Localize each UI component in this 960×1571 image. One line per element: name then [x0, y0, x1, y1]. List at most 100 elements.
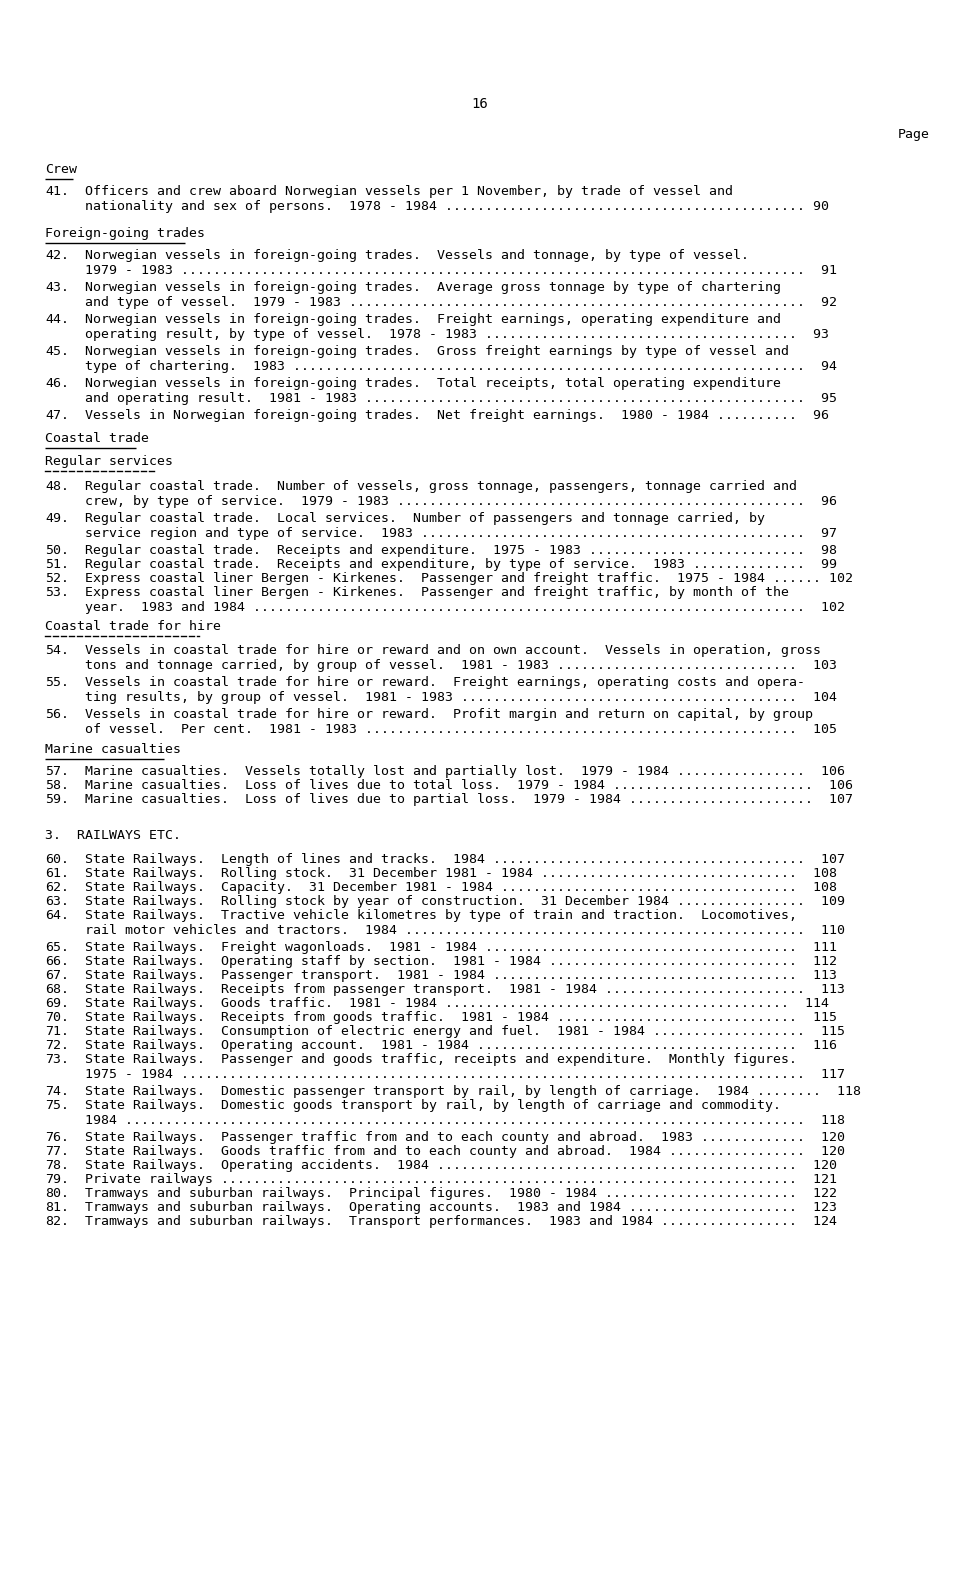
Text: State Railways.  Rolling stock by year of construction.  31 December 1984 ......: State Railways. Rolling stock by year of… [85, 895, 845, 908]
Text: 1979 - 1983 ....................................................................: 1979 - 1983 ............................… [85, 264, 837, 276]
Text: 62.: 62. [45, 881, 69, 894]
Text: State Railways.  Consumption of electric energy and fuel.  1981 - 1984 .........: State Railways. Consumption of electric … [85, 1024, 845, 1038]
Text: 65.: 65. [45, 941, 69, 954]
Text: 70.: 70. [45, 1012, 69, 1024]
Text: 50.: 50. [45, 544, 69, 558]
Text: Norwegian vessels in foreign-going trades.  Freight earnings, operating expendit: Norwegian vessels in foreign-going trade… [85, 313, 781, 327]
Text: State Railways.  Receipts from passenger transport.  1981 - 1984 ...............: State Railways. Receipts from passenger … [85, 983, 845, 996]
Text: State Railways.  Operating staff by section.  1981 - 1984 ......................: State Railways. Operating staff by secti… [85, 955, 837, 968]
Text: 69.: 69. [45, 998, 69, 1010]
Text: of vessel.  Per cent.  1981 - 1983 .............................................: of vessel. Per cent. 1981 - 1983 .......… [85, 723, 837, 735]
Text: year.  1983 and 1984 ...........................................................: year. 1983 and 1984 ....................… [85, 600, 845, 614]
Text: 43.: 43. [45, 281, 69, 294]
Text: 68.: 68. [45, 983, 69, 996]
Text: Foreign-going trades: Foreign-going trades [45, 226, 205, 240]
Text: Norwegian vessels in foreign-going trades.  Gross freight earnings by type of ve: Norwegian vessels in foreign-going trade… [85, 346, 789, 358]
Text: 60.: 60. [45, 853, 69, 866]
Text: 72.: 72. [45, 1038, 69, 1053]
Text: State Railways.  Length of lines and tracks.  1984 .............................: State Railways. Length of lines and trac… [85, 853, 845, 866]
Text: Marine casualties.  Vessels totally lost and partially lost.  1979 - 1984 ......: Marine casualties. Vessels totally lost … [85, 765, 845, 778]
Text: 78.: 78. [45, 1159, 69, 1172]
Text: 51.: 51. [45, 558, 69, 570]
Text: Regular coastal trade.  Receipts and expenditure.  1975 - 1983 .................: Regular coastal trade. Receipts and expe… [85, 544, 837, 558]
Text: Crew: Crew [45, 163, 77, 176]
Text: State Railways.  Domestic passenger transport by rail, by length of carriage.  1: State Railways. Domestic passenger trans… [85, 1086, 861, 1098]
Text: ting results, by group of vessel.  1981 - 1983 .................................: ting results, by group of vessel. 1981 -… [85, 691, 837, 704]
Text: Norwegian vessels in foreign-going trades.  Vessels and tonnage, by type of vess: Norwegian vessels in foreign-going trade… [85, 248, 749, 262]
Text: State Railways.  Receipts from goods traffic.  1981 - 1984 .....................: State Railways. Receipts from goods traf… [85, 1012, 837, 1024]
Text: Norwegian vessels in foreign-going trades.  Total receipts, total operating expe: Norwegian vessels in foreign-going trade… [85, 377, 781, 390]
Text: Marine casualties: Marine casualties [45, 743, 181, 756]
Text: 61.: 61. [45, 867, 69, 880]
Text: 49.: 49. [45, 512, 69, 525]
Text: and operating result.  1981 - 1983 .............................................: and operating result. 1981 - 1983 ......… [85, 391, 837, 404]
Text: Private railways ...............................................................: Private railways .......................… [85, 1174, 837, 1186]
Text: Officers and crew aboard Norwegian vessels per 1 November, by trade of vessel an: Officers and crew aboard Norwegian vesse… [85, 185, 733, 198]
Text: State Railways.  Tractive vehicle kilometres by type of train and traction.  Loc: State Railways. Tractive vehicle kilomet… [85, 910, 797, 922]
Text: 1975 - 1984 ....................................................................: 1975 - 1984 ............................… [85, 1068, 845, 1081]
Text: 1984 ...........................................................................: 1984 ...................................… [85, 1114, 845, 1126]
Text: Marine casualties.  Loss of lives due to partial loss.  1979 - 1984 ............: Marine casualties. Loss of lives due to … [85, 793, 853, 806]
Text: 54.: 54. [45, 644, 69, 657]
Text: 59.: 59. [45, 793, 69, 806]
Text: State Railways.  Passenger and goods traffic, receipts and expenditure.  Monthly: State Railways. Passenger and goods traf… [85, 1053, 797, 1067]
Text: Page: Page [898, 127, 930, 141]
Text: State Railways.  Passenger traffic from and to each county and abroad.  1983 ...: State Railways. Passenger traffic from a… [85, 1131, 845, 1144]
Text: service region and type of service.  1983 ......................................: service region and type of service. 1983… [85, 526, 837, 539]
Text: 81.: 81. [45, 1200, 69, 1214]
Text: 47.: 47. [45, 408, 69, 423]
Text: 42.: 42. [45, 248, 69, 262]
Text: Regular coastal trade.  Local services.  Number of passengers and tonnage carrie: Regular coastal trade. Local services. N… [85, 512, 765, 525]
Text: Regular coastal trade.  Receipts and expenditure, by type of service.  1983 ....: Regular coastal trade. Receipts and expe… [85, 558, 837, 570]
Text: 3.  RAILWAYS ETC.: 3. RAILWAYS ETC. [45, 829, 181, 842]
Text: 64.: 64. [45, 910, 69, 922]
Text: Express coastal liner Bergen - Kirkenes.  Passenger and freight traffic, by mont: Express coastal liner Bergen - Kirkenes.… [85, 586, 789, 599]
Text: Vessels in Norwegian foreign-going trades.  Net freight earnings.  1980 - 1984 .: Vessels in Norwegian foreign-going trade… [85, 408, 829, 423]
Text: Norwegian vessels in foreign-going trades.  Average gross tonnage by type of cha: Norwegian vessels in foreign-going trade… [85, 281, 781, 294]
Text: Regular services: Regular services [45, 456, 173, 468]
Text: 66.: 66. [45, 955, 69, 968]
Text: 46.: 46. [45, 377, 69, 390]
Text: 57.: 57. [45, 765, 69, 778]
Text: Vessels in coastal trade for hire or reward and on own account.  Vessels in oper: Vessels in coastal trade for hire or rew… [85, 644, 821, 657]
Text: State Railways.  Goods traffic.  1981 - 1984 ...................................: State Railways. Goods traffic. 1981 - 19… [85, 998, 829, 1010]
Text: 67.: 67. [45, 969, 69, 982]
Text: State Railways.  Operating account.  1981 - 1984 ...............................: State Railways. Operating account. 1981 … [85, 1038, 837, 1053]
Text: Vessels in coastal trade for hire or reward.  Freight earnings, operating costs : Vessels in coastal trade for hire or rew… [85, 676, 805, 690]
Text: 41.: 41. [45, 185, 69, 198]
Text: crew, by type of service.  1979 - 1983 .........................................: crew, by type of service. 1979 - 1983 ..… [85, 495, 837, 507]
Text: Tramways and suburban railways.  Transport performances.  1983 and 1984 ........: Tramways and suburban railways. Transpor… [85, 1214, 837, 1229]
Text: 80.: 80. [45, 1188, 69, 1200]
Text: State Railways.  Rolling stock.  31 December 1981 - 1984 .......................: State Railways. Rolling stock. 31 Decemb… [85, 867, 837, 880]
Text: type of chartering.  1983 ......................................................: type of chartering. 1983 ...............… [85, 360, 837, 372]
Text: 77.: 77. [45, 1145, 69, 1158]
Text: Vessels in coastal trade for hire or reward.  Profit margin and return on capita: Vessels in coastal trade for hire or rew… [85, 709, 813, 721]
Text: and type of vessel.  1979 - 1983 ...............................................: and type of vessel. 1979 - 1983 ........… [85, 295, 837, 308]
Text: Tramways and suburban railways.  Principal figures.  1980 - 1984 ...............: Tramways and suburban railways. Principa… [85, 1188, 837, 1200]
Text: State Railways.  Capacity.  31 December 1981 - 1984 ............................: State Railways. Capacity. 31 December 19… [85, 881, 837, 894]
Text: 44.: 44. [45, 313, 69, 327]
Text: 16: 16 [471, 97, 489, 112]
Text: 45.: 45. [45, 346, 69, 358]
Text: 48.: 48. [45, 481, 69, 493]
Text: Express coastal liner Bergen - Kirkenes.  Passenger and freight traffic.  1975 -: Express coastal liner Bergen - Kirkenes.… [85, 572, 853, 584]
Text: 75.: 75. [45, 1100, 69, 1112]
Text: 53.: 53. [45, 586, 69, 599]
Text: 79.: 79. [45, 1174, 69, 1186]
Text: 74.: 74. [45, 1086, 69, 1098]
Text: 55.: 55. [45, 676, 69, 690]
Text: operating result, by type of vessel.  1978 - 1983 ..............................: operating result, by type of vessel. 197… [85, 327, 829, 341]
Text: nationality and sex of persons.  1978 - 1984 ...................................: nationality and sex of persons. 1978 - 1… [85, 200, 829, 212]
Text: State Railways.  Operating accidents.  1984 ....................................: State Railways. Operating accidents. 198… [85, 1159, 837, 1172]
Text: 76.: 76. [45, 1131, 69, 1144]
Text: 71.: 71. [45, 1024, 69, 1038]
Text: State Railways.  Passenger transport.  1981 - 1984 .............................: State Railways. Passenger transport. 198… [85, 969, 837, 982]
Text: Coastal trade: Coastal trade [45, 432, 149, 445]
Text: State Railways.  Freight wagonloads.  1981 - 1984 ..............................: State Railways. Freight wagonloads. 1981… [85, 941, 837, 954]
Text: 73.: 73. [45, 1053, 69, 1067]
Text: State Railways.  Domestic goods transport by rail, by length of carriage and com: State Railways. Domestic goods transport… [85, 1100, 781, 1112]
Text: Tramways and suburban railways.  Operating accounts.  1983 and 1984 ............: Tramways and suburban railways. Operatin… [85, 1200, 837, 1214]
Text: rail motor vehicles and tractors.  1984 ........................................: rail motor vehicles and tractors. 1984 .… [85, 924, 845, 936]
Text: 52.: 52. [45, 572, 69, 584]
Text: 82.: 82. [45, 1214, 69, 1229]
